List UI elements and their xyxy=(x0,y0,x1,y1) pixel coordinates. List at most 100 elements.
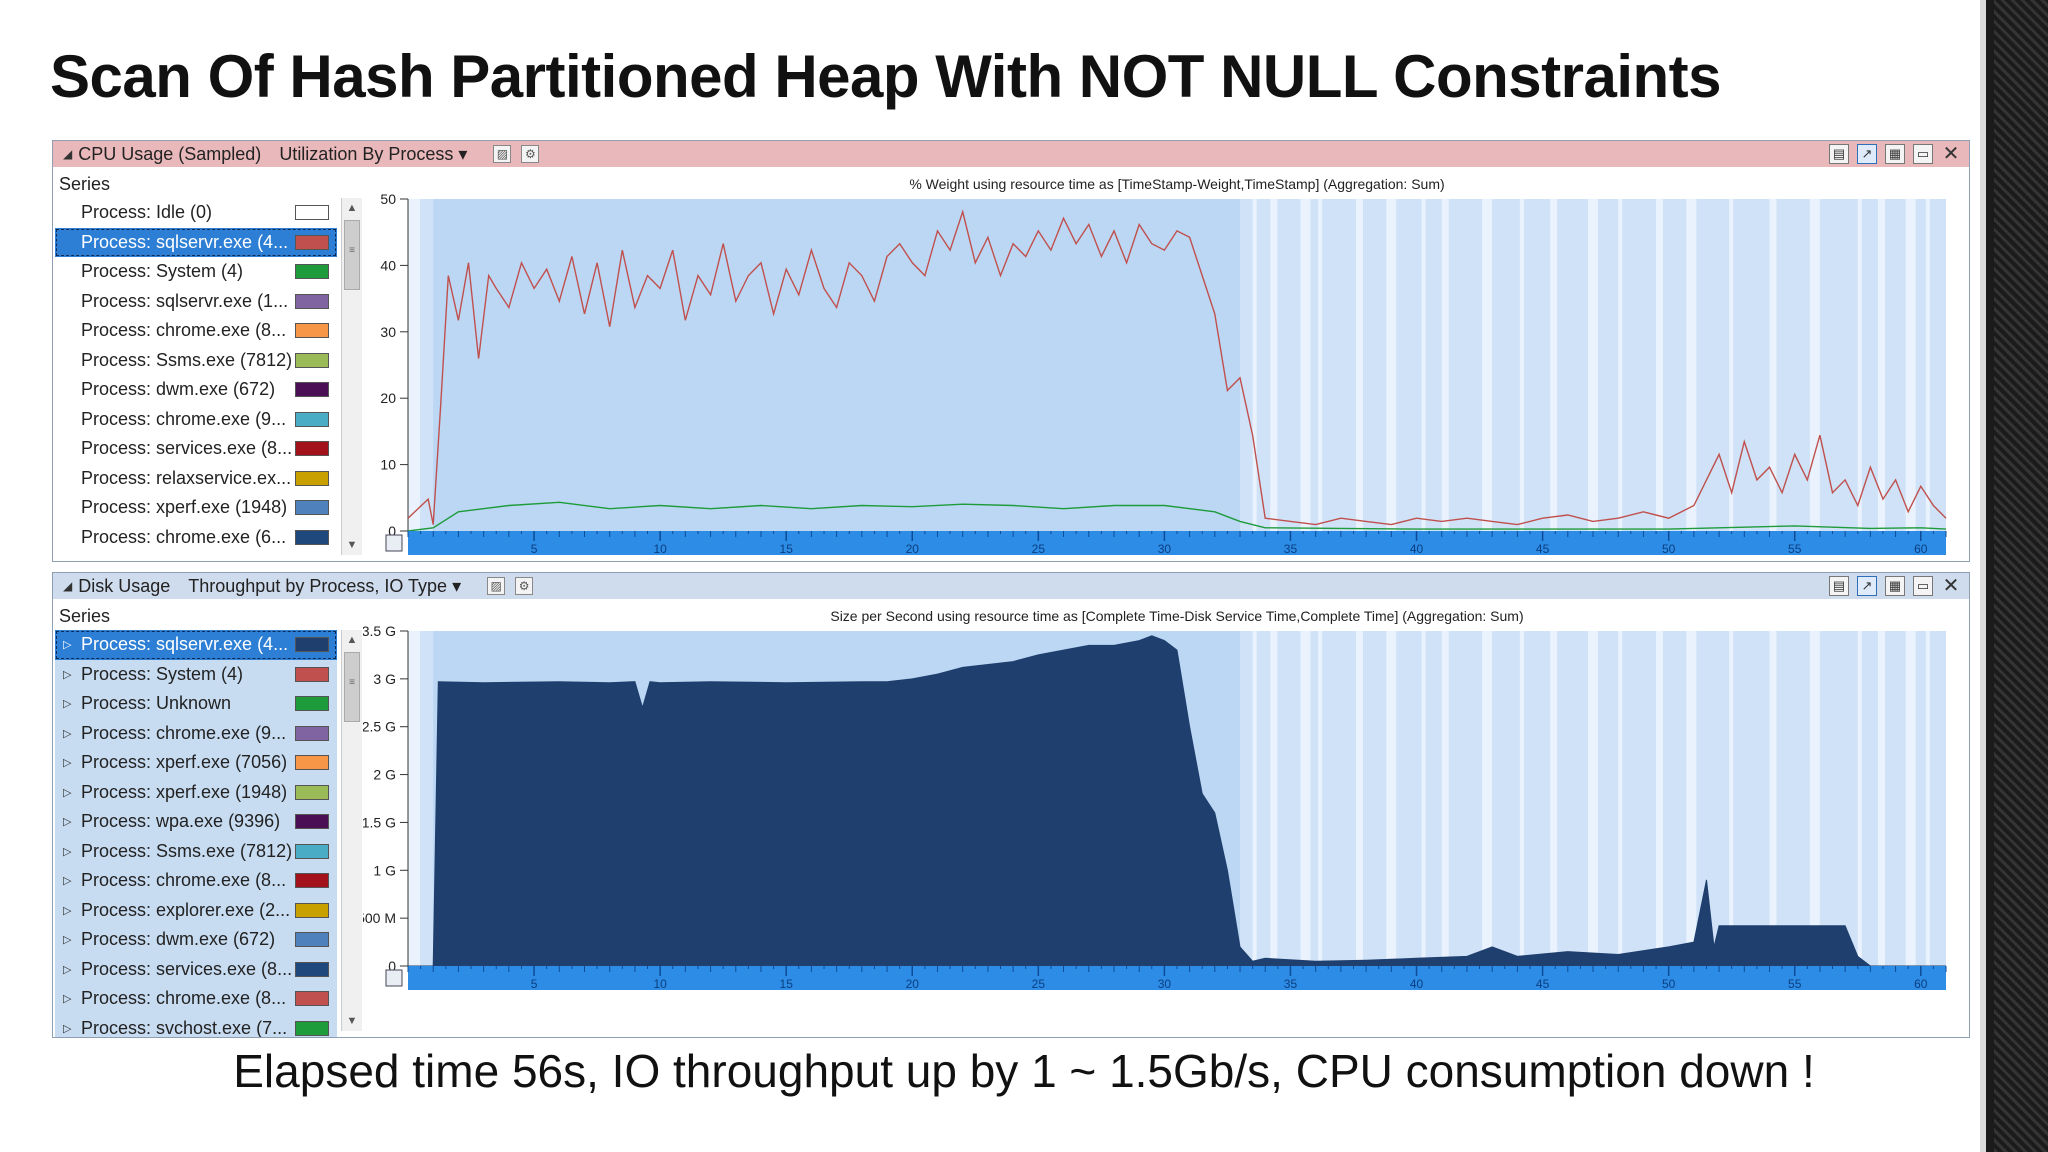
series-color-swatch[interactable] xyxy=(295,293,329,309)
disk-series-scrollbar[interactable]: ▲ ≡ ▼ xyxy=(341,630,362,1031)
graph-table-icon[interactable]: ▤ xyxy=(1829,576,1849,596)
disk-view-dropdown[interactable]: Throughput by Process, IO Type ▾ xyxy=(188,575,462,596)
series-color-swatch[interactable] xyxy=(295,755,329,771)
series-row[interactable]: ▷ Process: xperf.exe (7056) xyxy=(55,748,337,778)
expand-arrow-icon[interactable]: ▷ xyxy=(63,934,72,947)
series-row[interactable]: Process: chrome.exe (8... xyxy=(55,316,337,346)
series-color-swatch[interactable] xyxy=(295,500,329,516)
series-color-swatch[interactable] xyxy=(295,666,329,682)
series-color-swatch[interactable] xyxy=(295,529,329,545)
series-row[interactable]: ▷ Process: chrome.exe (8... xyxy=(55,866,337,896)
close-icon[interactable]: ✕ xyxy=(1942,143,1960,165)
scroll-down-icon[interactable]: ▼ xyxy=(346,539,358,551)
collapse-triangle-icon[interactable]: ◢ xyxy=(63,579,73,593)
series-row[interactable]: Process: chrome.exe (9... xyxy=(55,405,337,435)
series-row[interactable]: Process: chrome.exe (6... xyxy=(55,523,337,553)
scroll-thumb[interactable]: ≡ xyxy=(344,652,360,722)
series-color-swatch[interactable] xyxy=(295,441,329,457)
x-tick-label: 35 xyxy=(1284,542,1298,556)
gear-icon[interactable]: ⚙ xyxy=(515,577,534,595)
expand-arrow-icon[interactable]: ▷ xyxy=(63,727,72,740)
idle-stripe xyxy=(1877,631,1885,966)
series-color-swatch[interactable] xyxy=(295,1020,329,1036)
series-color-swatch[interactable] xyxy=(295,696,329,712)
expand-arrow-icon[interactable]: ▷ xyxy=(63,904,72,917)
series-color-swatch[interactable] xyxy=(295,264,329,280)
series-color-swatch[interactable] xyxy=(295,873,329,889)
expand-arrow-icon[interactable]: ▷ xyxy=(63,639,72,652)
expand-arrow-icon[interactable]: ▷ xyxy=(63,668,72,681)
expand-arrow-icon[interactable]: ▷ xyxy=(63,816,72,829)
graph-table-icon[interactable]: ▤ xyxy=(1829,144,1849,164)
collapse-triangle-icon[interactable]: ◢ xyxy=(63,147,73,161)
series-color-swatch[interactable] xyxy=(295,382,329,398)
scroll-up-icon[interactable]: ▲ xyxy=(346,634,358,646)
series-color-swatch[interactable] xyxy=(295,470,329,486)
series-row[interactable]: ▷ Process: sqlservr.exe (4... xyxy=(55,630,337,660)
gear-icon[interactable]: ⚙ xyxy=(521,145,540,163)
cpu-series-scrollbar[interactable]: ▲ ≡ ▼ xyxy=(341,198,362,555)
series-row[interactable]: Process: sqlservr.exe (1... xyxy=(55,287,337,317)
series-row[interactable]: Process: Idle (0) xyxy=(55,198,337,228)
scroll-down-icon[interactable]: ▼ xyxy=(346,1015,358,1027)
scroll-thumb[interactable]: ≡ xyxy=(344,220,360,290)
series-color-swatch[interactable] xyxy=(295,961,329,977)
series-color-swatch[interactable] xyxy=(295,411,329,427)
series-color-swatch[interactable] xyxy=(295,205,329,221)
table-only-icon[interactable]: ▦ xyxy=(1885,576,1905,596)
chart-settings-icon[interactable]: ▨ xyxy=(493,145,512,163)
series-label: Process: chrome.exe (9... xyxy=(81,722,287,743)
series-color-swatch[interactable] xyxy=(295,725,329,741)
table-only-icon[interactable]: ▦ xyxy=(1885,144,1905,164)
maximize-icon[interactable]: ▭ xyxy=(1913,144,1933,164)
expand-arrow-icon[interactable]: ▷ xyxy=(63,845,72,858)
expand-arrow-icon[interactable]: ▷ xyxy=(63,875,72,888)
series-row[interactable]: ▷ Process: System (4) xyxy=(55,659,337,689)
expand-arrow-icon[interactable]: ▷ xyxy=(63,993,72,1006)
series-row[interactable]: Process: sqlservr.exe (4... xyxy=(55,227,337,257)
series-color-swatch[interactable] xyxy=(295,932,329,948)
chart-settings-icon[interactable]: ▨ xyxy=(487,577,506,595)
expand-arrow-icon[interactable]: ▷ xyxy=(63,757,72,770)
series-row[interactable]: ▷ Process: dwm.exe (672) xyxy=(55,925,337,955)
series-row[interactable]: ▷ Process: wpa.exe (9396) xyxy=(55,807,337,837)
series-color-swatch[interactable] xyxy=(295,637,329,653)
expand-arrow-icon[interactable]: ▷ xyxy=(63,963,72,976)
series-row[interactable]: Process: relaxservice.ex... xyxy=(55,464,337,494)
scroll-up-icon[interactable]: ▲ xyxy=(346,202,358,214)
x-tick-label: 45 xyxy=(1536,542,1550,556)
cpu-view-dropdown[interactable]: Utilization By Process ▾ xyxy=(279,143,468,164)
series-row[interactable]: Process: dwm.exe (672) xyxy=(55,375,337,405)
series-color-swatch[interactable] xyxy=(295,784,329,800)
series-color-swatch[interactable] xyxy=(295,234,329,250)
close-icon[interactable]: ✕ xyxy=(1942,575,1960,597)
expand-arrow-icon[interactable]: ▷ xyxy=(63,786,72,799)
series-row[interactable]: Process: Ssms.exe (7812) xyxy=(55,346,337,376)
x-tick-label: 25 xyxy=(1032,977,1046,991)
series-color-swatch[interactable] xyxy=(295,991,329,1007)
series-row[interactable]: Process: xperf.exe (1948) xyxy=(55,493,337,523)
disk-area-chart[interactable]: Size per Second using resource time as [… xyxy=(363,600,1967,1036)
graph-only-icon[interactable]: ↗ xyxy=(1857,576,1877,596)
expand-arrow-icon[interactable]: ▷ xyxy=(63,698,72,711)
maximize-icon[interactable]: ▭ xyxy=(1913,576,1933,596)
cpu-line-chart[interactable]: % Weight using resource time as [TimeSta… xyxy=(363,168,1967,560)
series-row[interactable]: ▷ Process: Ssms.exe (7812) xyxy=(55,836,337,866)
series-row[interactable]: ▷ Process: chrome.exe (8... xyxy=(55,984,337,1014)
series-row[interactable]: ▷ Process: chrome.exe (9... xyxy=(55,718,337,748)
series-color-swatch[interactable] xyxy=(295,902,329,918)
series-color-swatch[interactable] xyxy=(295,323,329,339)
series-row[interactable]: Process: services.exe (8... xyxy=(55,434,337,464)
series-row[interactable]: ▷ Process: Unknown xyxy=(55,689,337,719)
series-row[interactable]: ▷ Process: svchost.exe (7... xyxy=(55,1013,337,1037)
series-row[interactable]: ▷ Process: explorer.exe (2... xyxy=(55,895,337,925)
series-color-swatch[interactable] xyxy=(295,843,329,859)
idle-stripe xyxy=(1318,631,1323,966)
series-row[interactable]: ▷ Process: xperf.exe (1948) xyxy=(55,777,337,807)
series-row[interactable]: ▷ Process: services.exe (8... xyxy=(55,954,337,984)
graph-only-icon[interactable]: ↗ xyxy=(1857,144,1877,164)
expand-arrow-icon[interactable]: ▷ xyxy=(63,1022,72,1035)
series-color-swatch[interactable] xyxy=(295,352,329,368)
series-row[interactable]: Process: System (4) xyxy=(55,257,337,287)
series-color-swatch[interactable] xyxy=(295,814,329,830)
